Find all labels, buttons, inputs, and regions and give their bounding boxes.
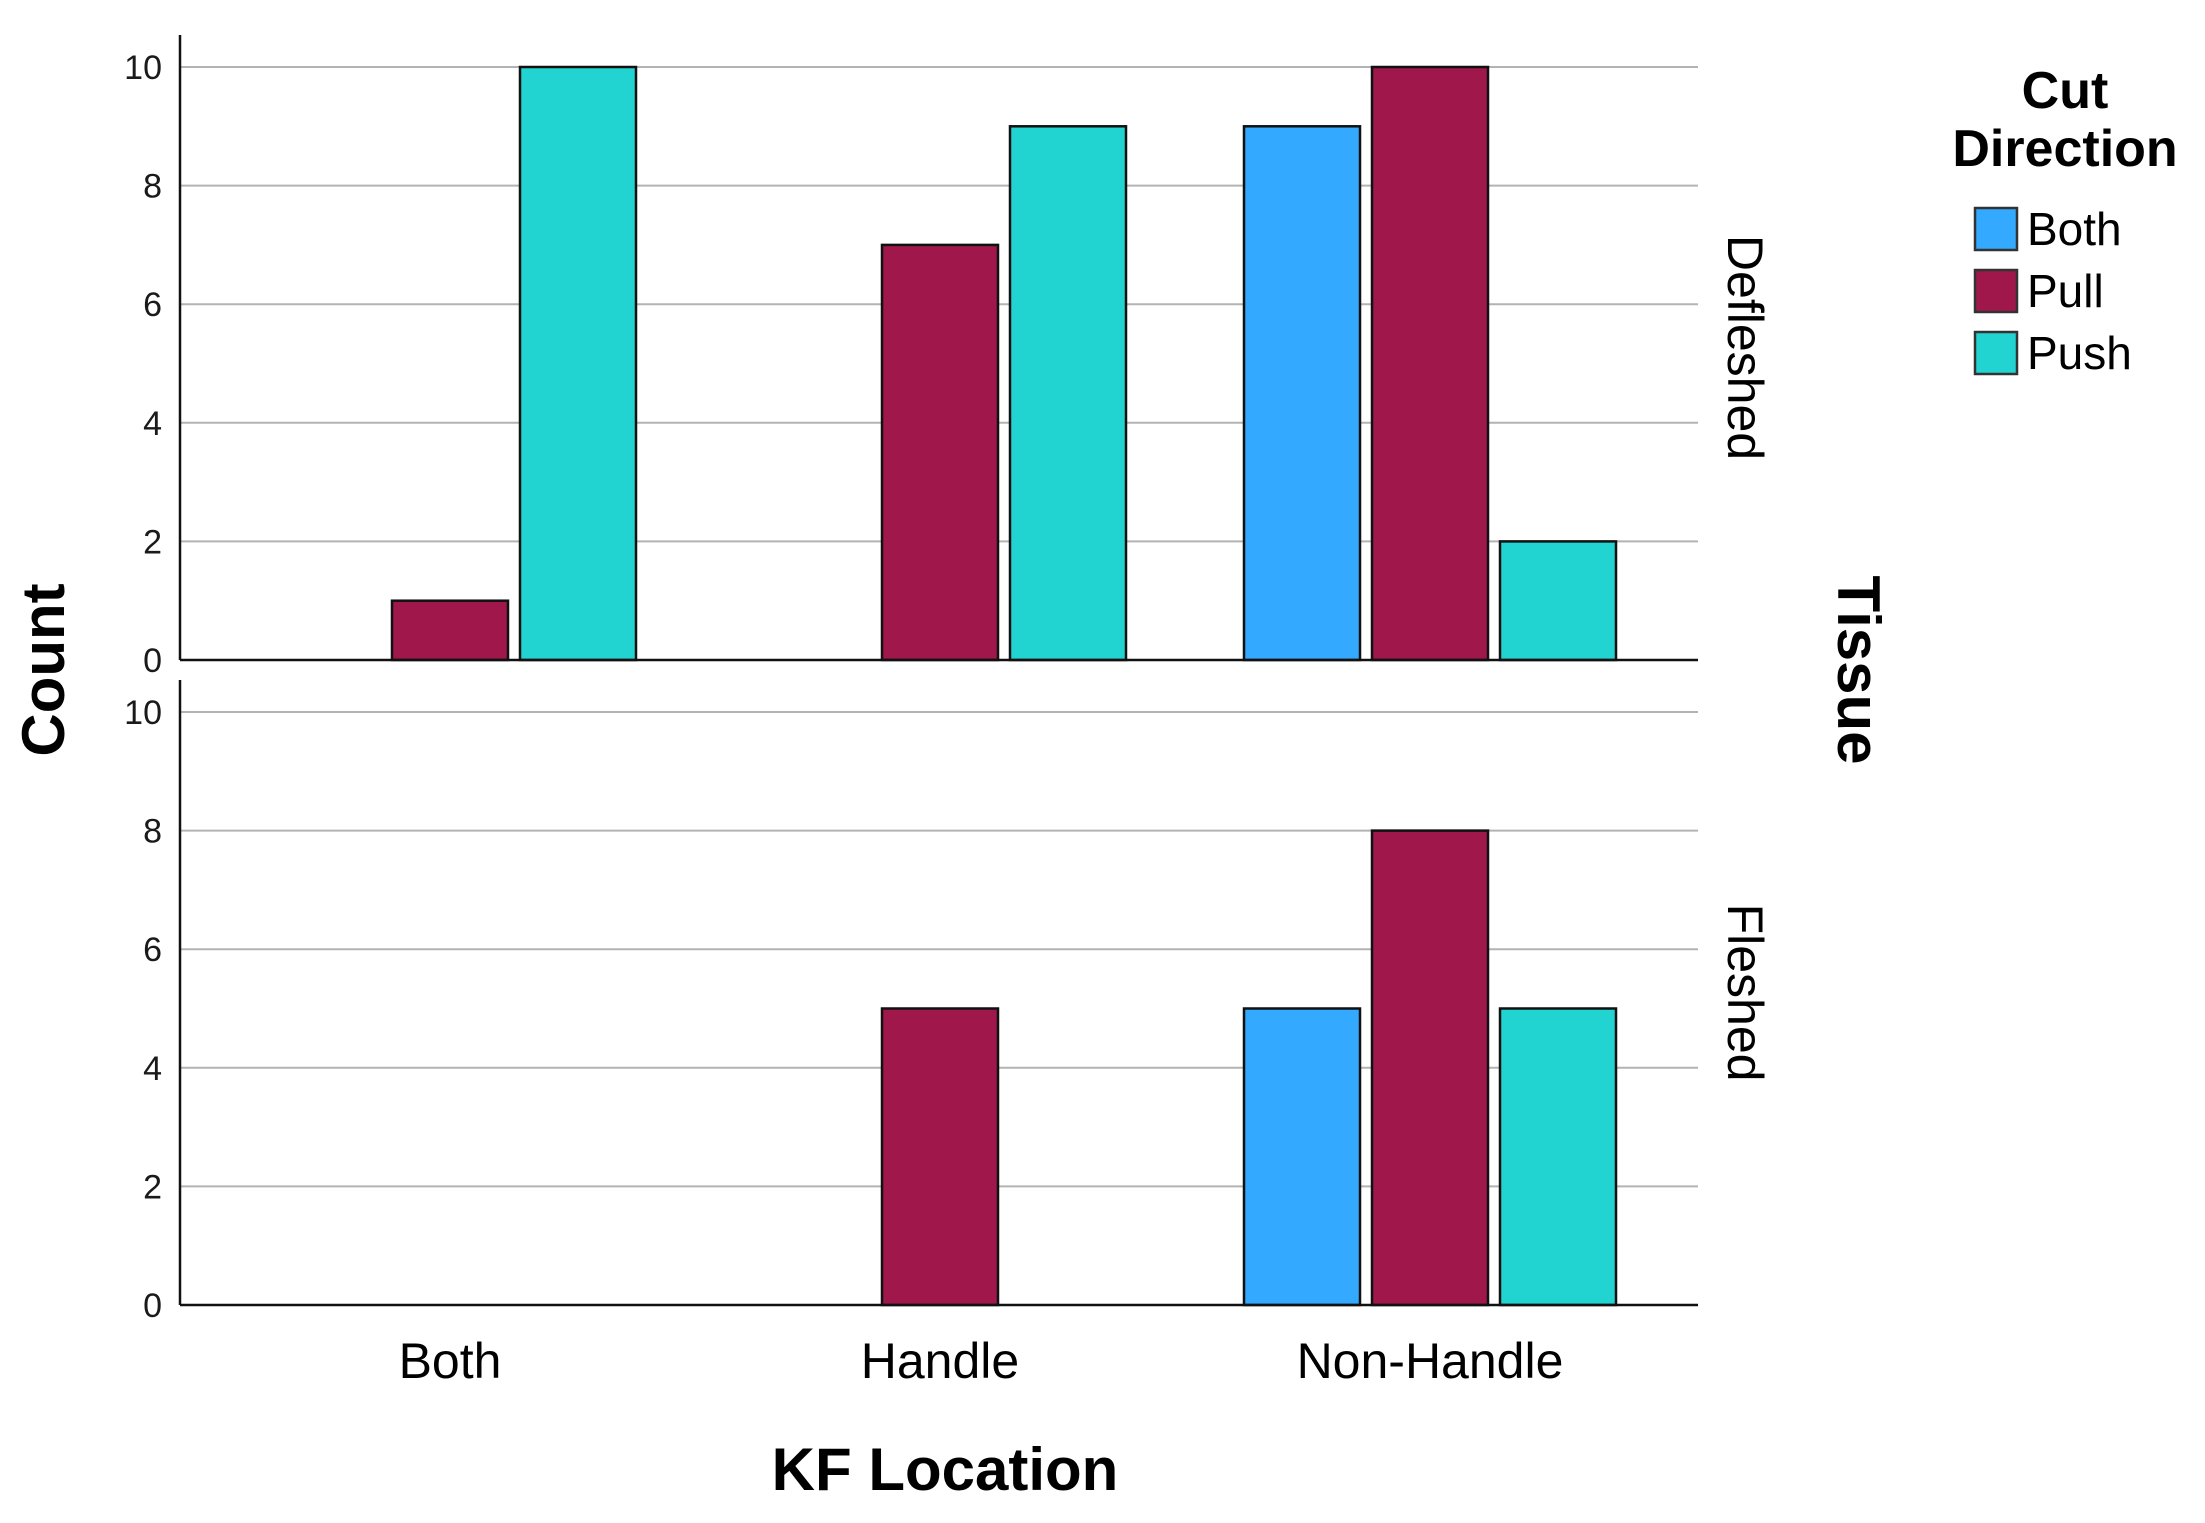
x-axis-title: KF Location (772, 1436, 1119, 1503)
bar-defleshed-non-handle-pull (1370, 65, 1490, 662)
facet-title: Tissue (1825, 576, 1892, 765)
bar-fleshed-non-handle-both (1242, 1007, 1362, 1307)
bar-defleshed-handle-pull (880, 243, 1000, 662)
chart-panels: 0 2 4 6 8 10 Defleshed 0 2 4 6 8 10 Fleshed (124, 35, 1773, 1325)
y-tick-label: 2 (143, 1168, 162, 1206)
y-tick-label: 6 (143, 931, 162, 969)
legend: Cut Direction Both Pull Push (1952, 62, 2177, 379)
y-tick-label: 4 (143, 1050, 162, 1088)
x-tick-label: Both (399, 1333, 502, 1389)
bar-defleshed-handle-push (1008, 125, 1128, 662)
panel-label-fleshed: Fleshed (1717, 904, 1773, 1082)
y-tick-label: 10 (124, 49, 162, 87)
legend-items: Both Pull Push (1973, 203, 2132, 379)
bar-defleshed-both-push (518, 65, 638, 662)
x-tick-label: Non-Handle (1297, 1333, 1564, 1389)
x-category-labels: Both Handle Non-Handle (399, 1333, 1564, 1389)
legend-swatch-push (1973, 330, 2019, 376)
bar-defleshed-both-pull (390, 599, 510, 662)
y-axis-title: Count (10, 583, 77, 756)
y-tick-label: 0 (143, 1287, 162, 1325)
panel-fleshed: 0 2 4 6 8 10 Fleshed (124, 680, 1773, 1325)
y-tick-label: 4 (143, 405, 162, 443)
panel-defleshed: 0 2 4 6 8 10 Defleshed (124, 35, 1773, 680)
bar-fleshed-handle-pull (880, 1007, 1000, 1307)
panel-label-defleshed: Defleshed (1717, 235, 1773, 460)
bar-fleshed-non-handle-push (1498, 1007, 1618, 1307)
y-tick-label: 10 (124, 694, 162, 732)
y-tick-label: 6 (143, 286, 162, 324)
legend-swatch-both (1973, 206, 2019, 252)
legend-label-push: Push (2027, 327, 2132, 379)
y-tick-label: 0 (143, 642, 162, 680)
legend-title-line-1: Cut (2022, 62, 2109, 120)
bar-fleshed-non-handle-pull (1370, 829, 1490, 1307)
bar-defleshed-non-handle-both (1242, 125, 1362, 662)
y-tick-label: 2 (143, 523, 162, 561)
y-tick-label: 8 (143, 813, 162, 851)
bar-defleshed-non-handle-push (1498, 540, 1618, 662)
x-tick-label: Handle (861, 1333, 1019, 1389)
legend-label-pull: Pull (2027, 265, 2104, 317)
legend-title-line-2: Direction (1952, 120, 2177, 178)
y-tick-label: 8 (143, 168, 162, 206)
legend-label-both: Both (2027, 203, 2122, 255)
legend-swatch-pull (1973, 268, 2019, 314)
